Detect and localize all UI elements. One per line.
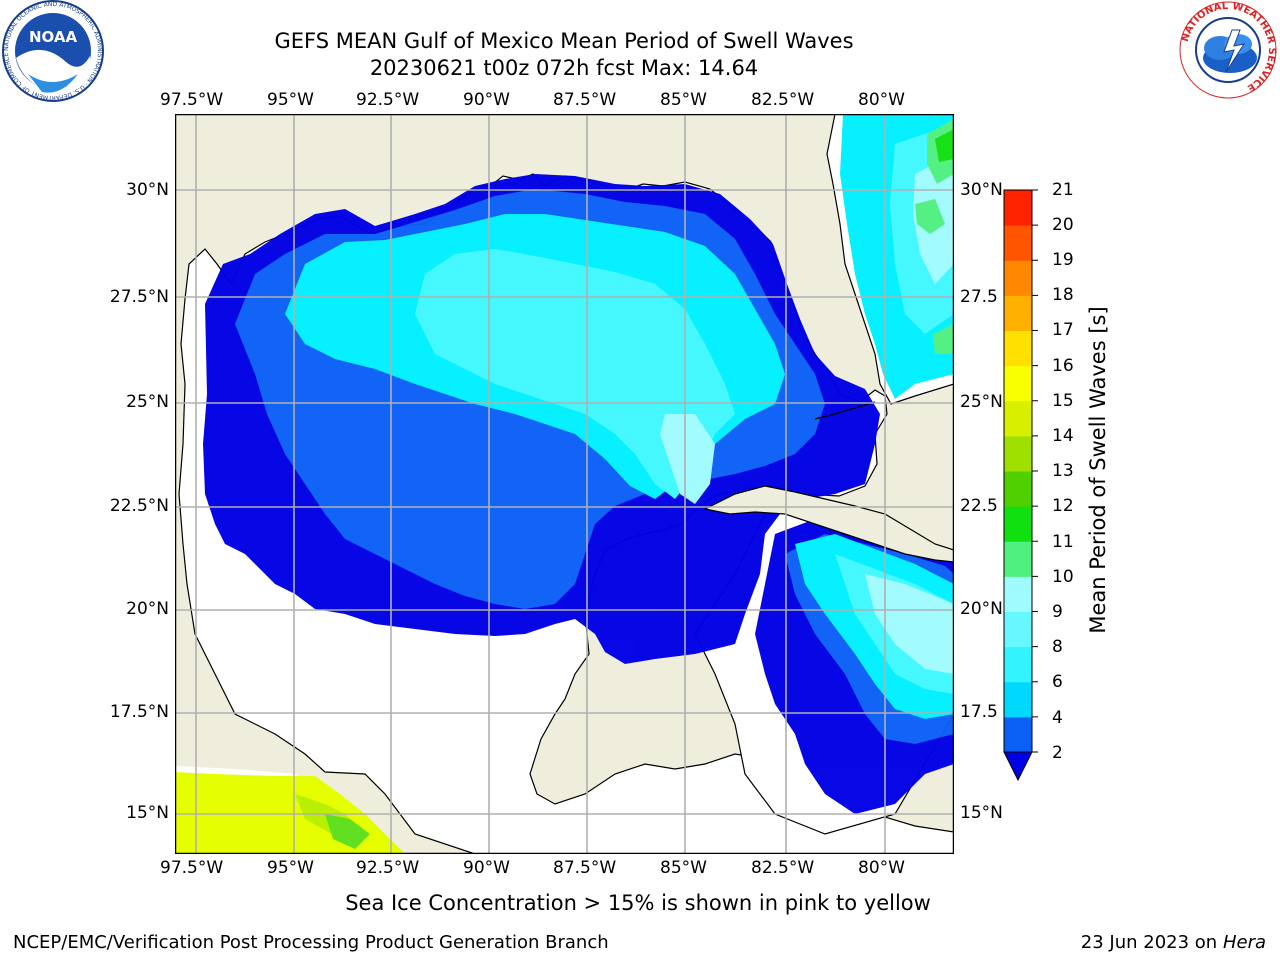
- lat-label-left-30n: 30°N: [126, 180, 169, 200]
- date-text: 23 Jun 2023 on: [1080, 932, 1218, 953]
- sea-ice-note-text: Sea Ice Concentration > 15% is shown in …: [345, 891, 931, 915]
- lat-label-right-20n: 20°N: [960, 599, 1003, 619]
- lon-label-top-90w: 90°W: [463, 90, 510, 110]
- colorbar-band-17: [1004, 295, 1032, 331]
- noaa-logo: NOAA NATIONAL OCEANIC AND ATMOSPHERIC AD…: [2, 0, 104, 102]
- colorbar-label: Mean Period of Swell Waves [s]: [1086, 306, 1110, 634]
- lat-label-right-27-5: 27.5: [960, 287, 998, 307]
- colorbar: [1000, 184, 1056, 784]
- lon-label-top-80w: 80°W: [858, 90, 905, 110]
- colorbar-tick-19: 19: [1052, 250, 1074, 270]
- colorbar-band-9: [1004, 576, 1032, 612]
- band-caribbean-8-9s: [865, 574, 954, 674]
- lon-label-top-97-5w: 97.5°W: [160, 90, 224, 110]
- colorbar-band-18: [1004, 260, 1032, 296]
- lon-label-bottom-80w: 80°W: [858, 858, 905, 878]
- florida-keys: [814, 401, 876, 420]
- lat-label-left-25n: 25°N: [126, 392, 169, 412]
- lat-label-right-30n: 30°N: [960, 180, 1003, 200]
- lon-label-top-82-5w: 82.5°W: [751, 90, 815, 110]
- band-east-9-10s-c: [933, 324, 954, 354]
- colorbar-tick-2: 2: [1052, 743, 1063, 763]
- colorbar-under-triangle: [1003, 751, 1033, 782]
- colorbar-tick-8: 8: [1052, 637, 1063, 657]
- date-stamp: 23 Jun 2023 on Hera: [1081, 932, 1266, 954]
- lat-label-right-15n: 15°N: [960, 803, 1003, 823]
- map-panel: [174, 113, 955, 855]
- lat-label-right-17-5: 17.5: [960, 702, 998, 722]
- colorbar-band-20: [1004, 190, 1032, 226]
- lon-label-bottom-90w: 90°W: [463, 858, 510, 878]
- map-frame: [174, 113, 955, 855]
- lon-label-bottom-92-5w: 92.5°W: [356, 858, 420, 878]
- colorbar-band-11: [1004, 506, 1032, 542]
- colorbar-tick-15: 15: [1052, 391, 1074, 411]
- credit-text: NCEP/EMC/Verification Post Processing Pr…: [13, 932, 609, 953]
- colorbar-svg: [1003, 189, 1038, 782]
- colorbar-band-2: [1004, 716, 1032, 753]
- lon-label-bottom-95w: 95°W: [267, 858, 314, 878]
- colorbar-tick-20: 20: [1052, 215, 1074, 235]
- colorbar-band-8: [1004, 611, 1032, 648]
- colorbar-band-6: [1004, 646, 1032, 683]
- lon-label-bottom-85w: 85°W: [660, 858, 707, 878]
- colorbar-band-14: [1004, 400, 1032, 437]
- colorbar-tick-17: 17: [1052, 320, 1074, 340]
- band-east-9-10s-b: [915, 199, 945, 234]
- colorbar-band-10: [1004, 541, 1032, 577]
- sea-ice-green: [325, 814, 370, 849]
- lon-label-top-92-5w: 92.5°W: [356, 90, 420, 110]
- colorbar-tick-11: 11: [1052, 532, 1074, 552]
- lon-label-top-95w: 95°W: [267, 90, 314, 110]
- lat-label-right-25n: 25°N: [960, 392, 1003, 412]
- swell-period-field: [203, 114, 954, 814]
- lon-label-bottom-82-5w: 82.5°W: [751, 858, 815, 878]
- sea-ice-field: [175, 772, 405, 854]
- lat-label-left-15n: 15°N: [126, 803, 169, 823]
- colorbar-tick-10: 10: [1052, 567, 1074, 587]
- lat-label-left-22-5n: 22.5°N: [109, 496, 169, 516]
- colorbar-tick-13: 13: [1052, 461, 1074, 481]
- grid-lines: [175, 114, 954, 854]
- band-east-10-11s: [935, 129, 954, 162]
- colorbar-band-16: [1004, 330, 1032, 367]
- lon-label-top-85w: 85°W: [660, 90, 707, 110]
- noaa-logo-text: NOAA: [29, 28, 78, 46]
- machine-name: Hera: [1222, 932, 1266, 953]
- colorbar-band-13: [1004, 435, 1032, 472]
- colorbar-band-12: [1004, 471, 1032, 507]
- colorbar-tick-18: 18: [1052, 285, 1074, 305]
- chart-subtitle: 20230621 t00z 072h fcst Max: 14.64: [369, 56, 759, 80]
- colorbar-tick-16: 16: [1052, 356, 1074, 376]
- colorbar-tick-6: 6: [1052, 672, 1063, 692]
- colorbar-tick-9: 9: [1052, 602, 1063, 622]
- band-6-8s: [415, 249, 735, 499]
- lon-label-bottom-87-5w: 87.5°W: [553, 858, 617, 878]
- nws-logo: NATIONAL WEATHER SERVICE: [1178, 0, 1278, 100]
- colorbar-band-19: [1004, 225, 1032, 261]
- colorbar-tick-4: 4: [1052, 708, 1063, 728]
- band-8-9s: [660, 414, 715, 504]
- map-svg: [174, 113, 955, 855]
- colorbar-tick-12: 12: [1052, 496, 1074, 516]
- lon-label-bottom-97-5w: 97.5°W: [160, 858, 224, 878]
- lat-label-left-20n: 20°N: [126, 599, 169, 619]
- colorbar-tick-21: 21: [1052, 180, 1074, 200]
- lat-label-right-22-5: 22.5: [960, 496, 998, 516]
- colorbar-band-4: [1004, 681, 1032, 718]
- lat-label-left-27-5n: 27.5°N: [109, 287, 169, 307]
- chart-title: GEFS MEAN Gulf of Mexico Mean Period of …: [274, 29, 854, 53]
- colorbar-tick-14: 14: [1052, 426, 1074, 446]
- colorbar-band-15: [1004, 365, 1032, 402]
- lat-label-left-17-5n: 17.5°N: [109, 702, 169, 722]
- sea-ice-note: Sea Ice Concentration > 15% is shown in …: [0, 890, 1280, 916]
- lon-label-top-87-5w: 87.5°W: [553, 90, 617, 110]
